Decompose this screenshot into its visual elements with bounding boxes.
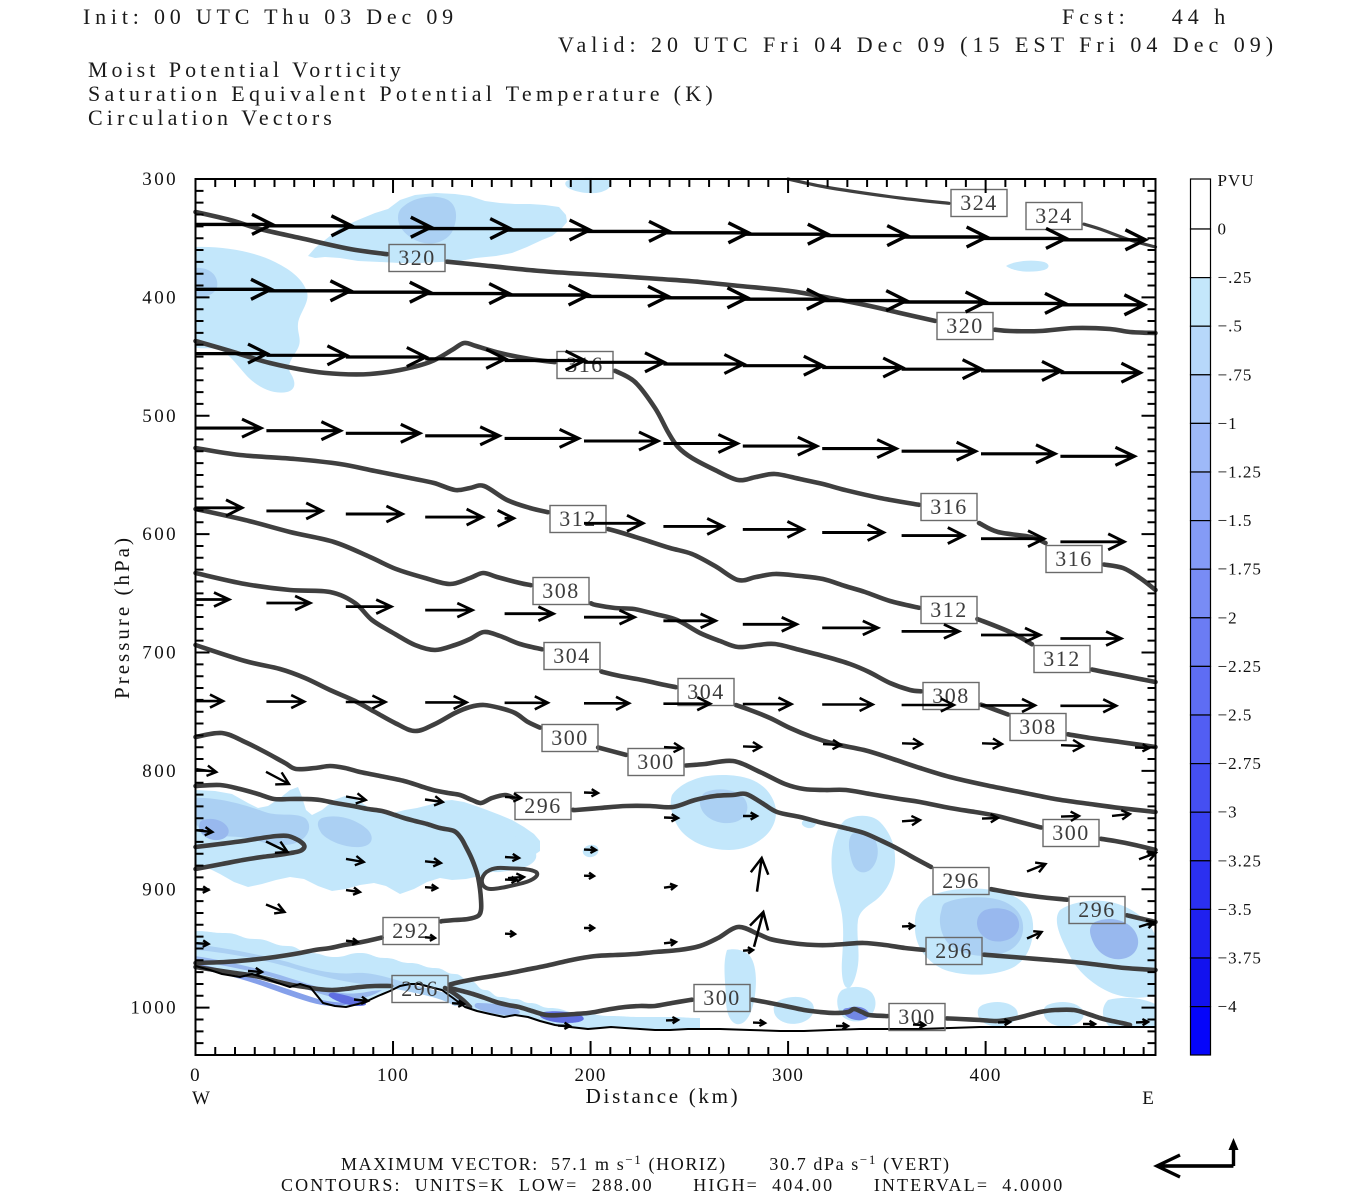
svg-text:MAXIMUM VECTOR: 57.1 m s−1 (H: MAXIMUM VECTOR: 57.1 m s−1 (HORIZ) 30.7 … [341,1152,951,1175]
svg-text:320: 320 [398,245,436,270]
svg-text:Fcst: 44 h: Fcst: 44 h [1062,4,1230,29]
svg-text:308: 308 [1019,714,1057,739]
svg-text:−3.75: −3.75 [1218,949,1262,968]
svg-text:−1.5: −1.5 [1218,511,1253,530]
svg-text:296: 296 [942,868,980,893]
svg-text:320: 320 [946,313,984,338]
svg-text:Saturation Equivalent Potentia: Saturation Equivalent Potential Temperat… [88,81,717,106]
svg-text:−1.25: −1.25 [1218,463,1262,482]
svg-text:PVU: PVU [1218,171,1255,190]
svg-text:312: 312 [559,506,597,531]
svg-text:Distance (km): Distance (km) [586,1084,741,1108]
svg-text:−2: −2 [1218,608,1238,627]
svg-text:400: 400 [142,287,178,308]
svg-text:100: 100 [377,1065,409,1086]
svg-text:316: 316 [566,352,604,377]
svg-text:316: 316 [1055,546,1093,571]
svg-text:308: 308 [542,578,580,603]
svg-text:900: 900 [142,879,178,900]
svg-text:324: 324 [960,190,998,215]
svg-text:300: 300 [142,169,178,190]
svg-text:−3.25: −3.25 [1218,851,1262,870]
svg-text:Valid: 20 UTC Fri 04 Dec 09 (1: Valid: 20 UTC Fri 04 Dec 09 (15 EST Fri … [558,32,1278,57]
svg-text:296: 296 [935,938,973,963]
svg-text:292: 292 [392,918,430,943]
svg-text:Circulation Vectors: Circulation Vectors [88,105,336,130]
svg-text:−3: −3 [1218,803,1238,822]
svg-text:300: 300 [703,985,741,1010]
svg-text:−4: −4 [1218,997,1238,1016]
svg-text:600: 600 [142,524,178,545]
svg-text:200: 200 [575,1065,607,1086]
svg-text:296: 296 [524,793,562,818]
svg-text:324: 324 [1035,203,1073,228]
svg-text:312: 312 [1043,646,1081,671]
svg-text:296: 296 [1078,897,1116,922]
svg-text:Init: 00 UTC Thu 03 Dec 09: Init: 00 UTC Thu 03 Dec 09 [83,4,458,29]
svg-text:E: E [1142,1088,1154,1109]
svg-text:−.25: −.25 [1218,268,1253,287]
svg-text:400: 400 [970,1065,1002,1086]
svg-text:0: 0 [1218,220,1228,239]
svg-text:300: 300 [772,1065,804,1086]
svg-text:−.75: −.75 [1218,365,1253,384]
svg-text:CONTOURS: UNITS=K LOW= 288.: CONTOURS: UNITS=K LOW= 288.00 HIGH= 404.… [281,1175,1064,1195]
svg-text:304: 304 [553,643,591,668]
svg-text:700: 700 [142,643,178,664]
svg-text:300: 300 [551,725,589,750]
svg-text:−1.75: −1.75 [1218,560,1262,579]
svg-text:−2.75: −2.75 [1218,754,1262,773]
svg-text:−.5: −.5 [1218,317,1243,336]
svg-text:−2.25: −2.25 [1218,657,1262,676]
svg-text:500: 500 [142,406,178,427]
svg-text:800: 800 [142,761,178,782]
svg-text:−3.5: −3.5 [1218,900,1253,919]
svg-text:Pressure (hPa): Pressure (hPa) [110,535,134,699]
svg-text:W: W [192,1088,210,1109]
svg-text:−1: −1 [1218,414,1238,433]
svg-text:1000: 1000 [130,998,178,1019]
svg-text:0: 0 [190,1065,201,1086]
svg-text:300: 300 [1052,820,1090,845]
svg-text:−2.5: −2.5 [1218,706,1253,725]
svg-text:Moist Potential Vorticity: Moist Potential Vorticity [88,57,405,82]
svg-text:316: 316 [930,494,968,519]
svg-text:312: 312 [930,597,968,622]
svg-text:300: 300 [637,749,675,774]
svg-text:296: 296 [401,976,439,1001]
